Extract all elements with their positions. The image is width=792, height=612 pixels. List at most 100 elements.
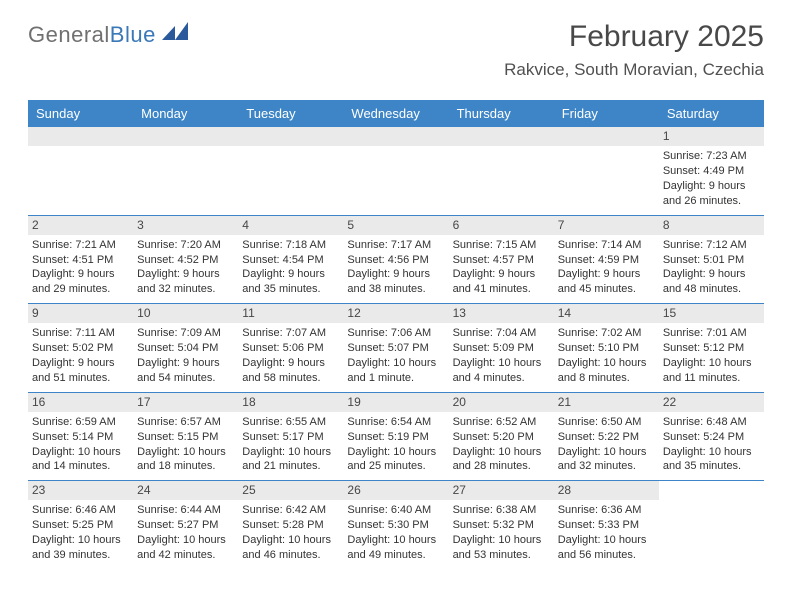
- calendar-day-empty: [659, 481, 764, 569]
- day-number: 2: [28, 216, 133, 235]
- calendar-day: 21Sunrise: 6:50 AMSunset: 5:22 PMDayligh…: [554, 393, 659, 481]
- sunrise-text: Sunrise: 7:23 AM: [663, 149, 760, 164]
- daylight-text: Daylight: 9 hours and 58 minutes.: [242, 356, 339, 386]
- day-number: 18: [238, 393, 343, 412]
- sunset-text: Sunset: 5:06 PM: [242, 341, 339, 356]
- daylight-text: Daylight: 10 hours and 42 minutes.: [137, 533, 234, 563]
- daylight-text: Daylight: 10 hours and 25 minutes.: [347, 445, 444, 475]
- sunrise-text: Sunrise: 6:46 AM: [32, 503, 129, 518]
- calendar-day: 12 Sunrise: 7:06 AMSunset: 5:07 PMDayligh…: [343, 304, 448, 392]
- daylight-text: Daylight: 10 hours and 1 minute.: [347, 356, 444, 386]
- sunrise-text: Sunrise: 6:54 AM: [347, 415, 444, 430]
- day-number: 17: [133, 393, 238, 412]
- day-number: 14: [554, 304, 659, 323]
- sunrise-text: Sunrise: 7:01 AM: [663, 326, 760, 341]
- day-number: 10: [133, 304, 238, 323]
- sunrise-text: Sunrise: 7:21 AM: [32, 238, 129, 253]
- day-number: [133, 127, 238, 146]
- calendar-day: 16Sunrise: 6:59 AMSunset: 5:14 PMDayligh…: [28, 393, 133, 481]
- calendar-week: 2Sunrise: 7:21 AMSunset: 4:51 PMDaylight…: [28, 216, 764, 305]
- calendar-day: 17 Sunrise: 6:57 AMSunset: 5:15 PMDayligh…: [133, 393, 238, 481]
- daylight-text: Daylight: 9 hours and 48 minutes.: [663, 267, 760, 297]
- day-number: 1: [659, 127, 764, 146]
- sunrise-text: Sunrise: 7:06 AM: [347, 326, 444, 341]
- sunset-text: Sunset: 5:32 PM: [453, 518, 550, 533]
- daylight-text: Daylight: 10 hours and 28 minutes.: [453, 445, 550, 475]
- sunrise-text: Sunrise: 7:18 AM: [242, 238, 339, 253]
- daylight-text: Daylight: 9 hours and 51 minutes.: [32, 356, 129, 386]
- sunset-text: Sunset: 5:19 PM: [347, 430, 444, 445]
- day-number: 27: [449, 481, 554, 500]
- calendar-day: 10Sunrise: 7:09 AMSunset: 5:04 PMDayligh…: [133, 304, 238, 392]
- calendar-day: 22Sunrise: 6:48 AMSunset: 5:24 PMDayligh…: [659, 393, 764, 481]
- sunset-text: Sunset: 5:17 PM: [242, 430, 339, 445]
- daylight-text: Daylight: 10 hours and 8 minutes.: [558, 356, 655, 386]
- day-number: [238, 127, 343, 146]
- calendar-day-empty: [449, 127, 554, 215]
- sunrise-text: Sunrise: 7:17 AM: [347, 238, 444, 253]
- calendar-body: 1Sunrise: 7:23 AMSunset: 4:49 PMDaylight…: [28, 127, 764, 569]
- sunset-text: Sunset: 5:30 PM: [347, 518, 444, 533]
- day-number: 22: [659, 393, 764, 412]
- weekday-label: Wednesday: [343, 100, 448, 127]
- daylight-text: Daylight: 10 hours and 18 minutes.: [137, 445, 234, 475]
- daylight-text: Daylight: 9 hours and 54 minutes.: [137, 356, 234, 386]
- daylight-text: Daylight: 10 hours and 49 minutes.: [347, 533, 444, 563]
- day-number: 6: [449, 216, 554, 235]
- calendar: Sunday Monday Tuesday Wednesday Thursday…: [28, 100, 764, 569]
- day-number: 8: [659, 216, 764, 235]
- day-number: 5: [343, 216, 448, 235]
- calendar-day: 11Sunrise: 7:07 AMSunset: 5:06 PMDayligh…: [238, 304, 343, 392]
- sunrise-text: Sunrise: 7:04 AM: [453, 326, 550, 341]
- daylight-text: Daylight: 9 hours and 41 minutes.: [453, 267, 550, 297]
- daylight-text: Daylight: 9 hours and 45 minutes.: [558, 267, 655, 297]
- brand-word2: Blue: [110, 22, 156, 48]
- sunrise-text: Sunrise: 6:40 AM: [347, 503, 444, 518]
- day-number: 7: [554, 216, 659, 235]
- calendar-day: 2 Sunrise: 7:21 AMSunset: 4:51 PMDaylight…: [28, 216, 133, 304]
- calendar-day: 3Sunrise: 7:20 AMSunset: 4:52 PMDaylight…: [133, 216, 238, 304]
- daylight-text: Daylight: 10 hours and 46 minutes.: [242, 533, 339, 563]
- day-number: 11: [238, 304, 343, 323]
- calendar-day-empty: [133, 127, 238, 215]
- day-number: [449, 127, 554, 146]
- sunrise-text: Sunrise: 6:42 AM: [242, 503, 339, 518]
- calendar-day: 9Sunrise: 7:11 AMSunset: 5:02 PMDaylight…: [28, 304, 133, 392]
- day-number: 21: [554, 393, 659, 412]
- day-number: 9: [28, 304, 133, 323]
- daylight-text: Daylight: 9 hours and 32 minutes.: [137, 267, 234, 297]
- daylight-text: Daylight: 9 hours and 35 minutes.: [242, 267, 339, 297]
- sunrise-text: Sunrise: 7:09 AM: [137, 326, 234, 341]
- sunset-text: Sunset: 5:15 PM: [137, 430, 234, 445]
- calendar-day: 25Sunrise: 6:42 AMSunset: 5:28 PMDayligh…: [238, 481, 343, 569]
- day-number: 24: [133, 481, 238, 500]
- calendar-day: 5Sunrise: 7:17 AMSunset: 4:56 PMDaylight…: [343, 216, 448, 304]
- calendar-day: 23Sunrise: 6:46 AMSunset: 5:25 PMDayligh…: [28, 481, 133, 569]
- calendar-day: 18Sunrise: 6:55 AMSunset: 5:17 PMDayligh…: [238, 393, 343, 481]
- calendar-week: 1Sunrise: 7:23 AMSunset: 4:49 PMDaylight…: [28, 127, 764, 216]
- day-number: 28: [554, 481, 659, 500]
- daylight-text: Daylight: 10 hours and 32 minutes.: [558, 445, 655, 475]
- day-number: 12: [343, 304, 448, 323]
- sunset-text: Sunset: 5:02 PM: [32, 341, 129, 356]
- day-number: 19: [343, 393, 448, 412]
- sunset-text: Sunset: 5:27 PM: [137, 518, 234, 533]
- sunrise-text: Sunrise: 6:57 AM: [137, 415, 234, 430]
- sunset-text: Sunset: 5:33 PM: [558, 518, 655, 533]
- calendar-day: 20Sunrise: 6:52 AMSunset: 5:20 PMDayligh…: [449, 393, 554, 481]
- daylight-text: Daylight: 9 hours and 29 minutes.: [32, 267, 129, 297]
- sunset-text: Sunset: 5:22 PM: [558, 430, 655, 445]
- weekday-label: Saturday: [659, 100, 764, 127]
- sunrise-text: Sunrise: 7:15 AM: [453, 238, 550, 253]
- calendar-day: 14Sunrise: 7:02 AMSunset: 5:10 PMDayligh…: [554, 304, 659, 392]
- brand-mark-icon: [162, 20, 188, 46]
- calendar-day: 15Sunrise: 7:01 AMSunset: 5:12 PMDayligh…: [659, 304, 764, 392]
- day-number: 4: [238, 216, 343, 235]
- sunset-text: Sunset: 5:07 PM: [347, 341, 444, 356]
- sunset-text: Sunset: 5:12 PM: [663, 341, 760, 356]
- daylight-text: Daylight: 9 hours and 26 minutes.: [663, 179, 760, 209]
- calendar-day: 19 Sunrise: 6:54 AMSunset: 5:19 PMDayligh…: [343, 393, 448, 481]
- sunset-text: Sunset: 4:51 PM: [32, 253, 129, 268]
- sunset-text: Sunset: 5:01 PM: [663, 253, 760, 268]
- calendar-day-empty: [238, 127, 343, 215]
